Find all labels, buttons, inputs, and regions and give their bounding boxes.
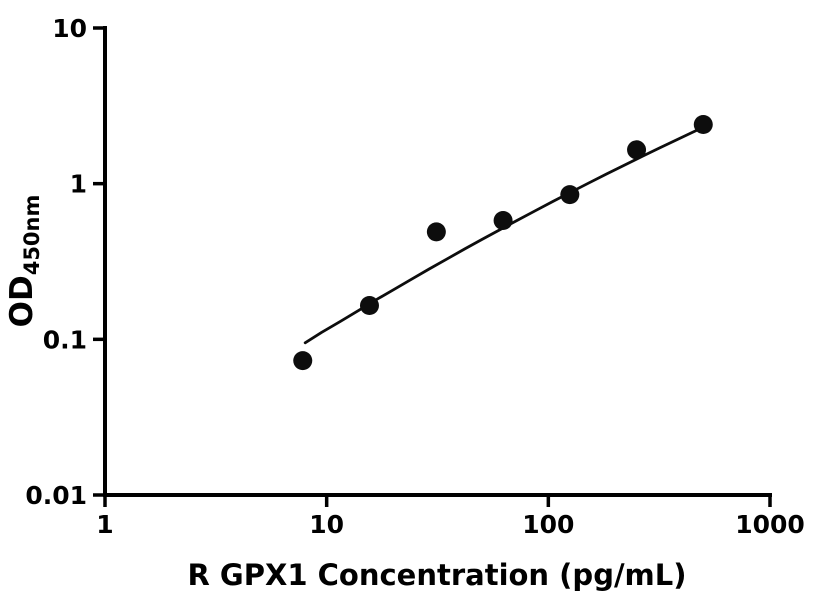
data-point <box>426 222 446 242</box>
data-point <box>293 351 313 371</box>
data-point <box>359 295 379 315</box>
x-tick-label: 1 <box>96 510 113 539</box>
y-axis-title-main: OD <box>4 275 40 327</box>
x-tick-label: 10 <box>309 510 344 539</box>
axes-spine <box>103 26 772 497</box>
y-axis-title-subscript: 450nm <box>20 195 44 276</box>
y-tick-label: 1 <box>70 170 87 199</box>
x-tick-label: 1000 <box>735 510 805 539</box>
x-axis-title: R GPX1 Concentration (pg/mL) <box>188 558 687 592</box>
y-tick-label: 10 <box>52 14 87 43</box>
y-tick-label: 0.01 <box>25 481 87 510</box>
y-axis-title: OD450nm <box>4 195 44 328</box>
data-point <box>560 185 580 205</box>
data-point <box>493 210 513 230</box>
x-tick-label: 100 <box>522 510 574 539</box>
data-point <box>693 114 713 134</box>
y-tick-label: 0.1 <box>43 325 87 354</box>
data-point <box>627 140 647 160</box>
plot-area: 1 10 100 1000 0.01 0.1 1 10 <box>25 14 804 539</box>
